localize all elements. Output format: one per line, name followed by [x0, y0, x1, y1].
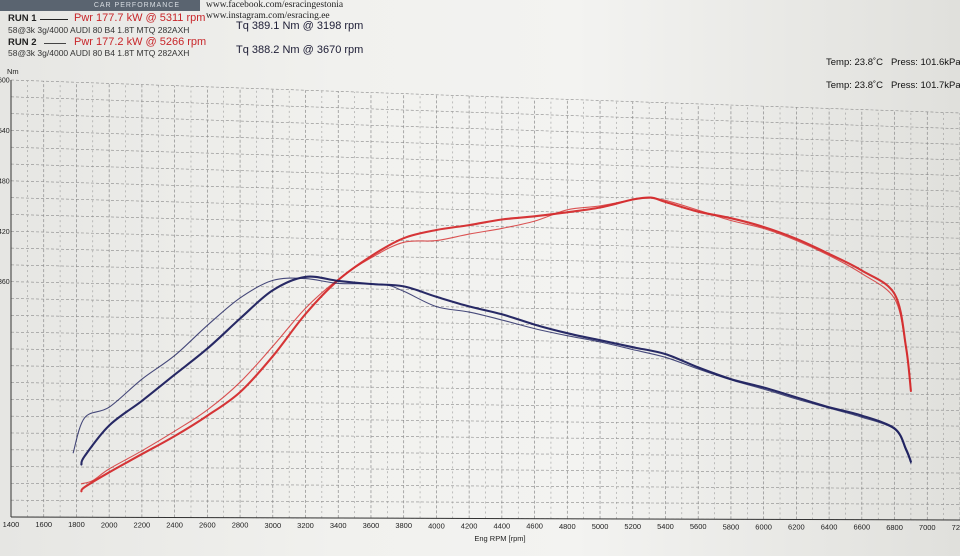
- run1-power: Pwr 177.7 kW @ 5311 rpm: [74, 12, 206, 24]
- x-tick-label: 5000: [592, 522, 609, 531]
- x-tick-label: 2800: [232, 521, 249, 530]
- series-power-run2: [80, 197, 912, 485]
- run1-label: RUN 1: [8, 13, 37, 24]
- series-power-run1: [80, 196, 912, 493]
- x-tick-label: 1800: [68, 520, 85, 529]
- x-tick-label: 6600: [853, 523, 870, 532]
- grid-line-horizontal: [10, 432, 960, 443]
- chart-grid: [10, 79, 960, 521]
- grid-line-horizontal: [10, 281, 960, 302]
- x-tick-label: 3400: [330, 521, 347, 530]
- x-tick-label: 4200: [461, 521, 478, 530]
- x-tick-label: 1600: [35, 520, 52, 529]
- instagram-url: www.instagram.com/esracing.ee: [206, 11, 330, 21]
- logo-text: CAR PERFORMANCE: [93, 2, 180, 9]
- run2-line-swatch: [44, 37, 66, 44]
- grid-line-horizontal: [10, 466, 960, 474]
- run2-power: Pwr 177.2 kW @ 5266 rpm: [74, 36, 207, 48]
- grid-line-horizontal: [10, 315, 960, 333]
- x-tick-label: 6200: [788, 522, 805, 531]
- run2-press: Press: 101.7kPa: [890, 80, 960, 91]
- x-tick-label: 6000: [755, 522, 772, 531]
- x-tick-label: 3200: [297, 521, 314, 530]
- x-axis-line: [10, 516, 960, 521]
- run1-torque: Tq 389.1 Nm @ 3198 rpm: [236, 20, 364, 32]
- x-tick-label: 2000: [101, 520, 118, 529]
- grid-line-horizontal: [10, 214, 960, 239]
- grid-line-horizontal: [10, 449, 960, 458]
- y-tick-label: 420: [0, 229, 10, 236]
- grid-line-horizontal: [10, 483, 960, 489]
- x-axis-label: Eng RPM [rpm]: [474, 534, 525, 543]
- chart-series: [72, 196, 912, 493]
- run1-line-swatch: [40, 13, 68, 20]
- grid-line-horizontal: [10, 79, 960, 114]
- y-tick-label: 480: [0, 178, 10, 185]
- grid-line-horizontal: [10, 247, 960, 270]
- x-tick-label: 5400: [657, 522, 674, 531]
- y-tick-label: 600: [0, 78, 10, 85]
- x-tick-label: 7000: [919, 523, 936, 532]
- grid-line-horizontal: [10, 331, 960, 349]
- grid-line-horizontal: [10, 415, 960, 427]
- grid-line-horizontal: [10, 365, 960, 380]
- run2-label: RUN 2: [8, 37, 37, 48]
- grid-line-horizontal: [10, 146, 960, 176]
- x-tick-label: 5600: [690, 522, 707, 531]
- x-tick-label: 3600: [363, 521, 380, 530]
- grid-line-horizontal: [10, 130, 960, 161]
- x-tick-label: 6400: [821, 523, 838, 532]
- run2-temp: Temp: 23.8˚C: [826, 80, 884, 91]
- run2-desc: 58@3k 3g/4000 AUDI 80 B4 1.8T MTQ 282AXH: [8, 48, 190, 58]
- grid-line-horizontal: [10, 96, 960, 129]
- facebook-url: www.facebook.com/esracingestonia: [206, 0, 344, 10]
- grid-line-horizontal: [10, 298, 960, 317]
- grid-line-horizontal: [10, 348, 960, 364]
- chart-axes: 1400 1600 1800 2000 2200 2400 2600 2800 3000 3200…: [0, 78, 960, 532]
- logo-banner: CAR PERFORMANCE: [0, 0, 200, 11]
- x-tick-label: 4400: [494, 522, 511, 531]
- x-tick-label: 5200: [624, 522, 641, 531]
- run1-conditions: Temp: 23.8˚C Press: 101.6kPa: [826, 57, 960, 68]
- grid-line-horizontal: [10, 399, 960, 411]
- grid-line-horizontal: [10, 382, 960, 396]
- x-tick-label: 6800: [886, 523, 903, 532]
- run1-temp: Temp: 23.8˚C: [826, 57, 884, 68]
- grid-line-horizontal: [10, 264, 960, 286]
- series-torque-run1: [80, 275, 912, 466]
- series-torque-run2: [72, 277, 912, 464]
- x-tick-label: 4600: [526, 522, 543, 531]
- social-urls: www.facebook.com/esracingestonia www.ins…: [206, 0, 343, 22]
- x-tick-label: 3000: [264, 521, 281, 530]
- x-tick-label: 2200: [134, 520, 151, 529]
- x-tick-label: 4000: [428, 521, 445, 530]
- grid-line-horizontal: [10, 163, 960, 192]
- y-tick-label: 360: [0, 279, 10, 286]
- x-tick-label: 2600: [199, 521, 216, 530]
- x-tick-label: 1400: [3, 520, 20, 529]
- y-axis-label: Nm: [7, 67, 19, 76]
- run1-desc: 58@3k 3g/4000 AUDI 80 B4 1.8T MTQ 282AXH: [8, 25, 190, 35]
- grid-line-horizontal: [10, 197, 960, 223]
- run1-press: Press: 101.6kPa: [890, 57, 960, 68]
- x-tick-label: 4800: [559, 522, 576, 531]
- run2-conditions: Temp: 23.8˚C Press: 101.7kPa: [826, 80, 960, 91]
- y-tick-label: 540: [0, 128, 10, 135]
- x-tick-label: 5800: [723, 522, 740, 531]
- grid-line-horizontal: [10, 180, 960, 208]
- grid-line-horizontal: [10, 499, 960, 505]
- grid-line-horizontal: [10, 230, 960, 255]
- grid-line-horizontal: [10, 113, 960, 145]
- x-tick-label: 3800: [395, 521, 412, 530]
- run2-torque: Tq 388.2 Nm @ 3670 rpm: [236, 44, 364, 56]
- x-tick-label: 2400: [166, 521, 183, 530]
